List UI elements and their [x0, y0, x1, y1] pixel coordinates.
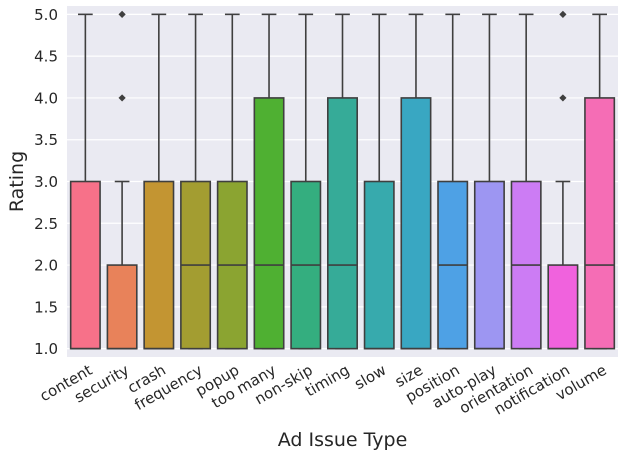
y-axis-label: Rating — [6, 151, 28, 212]
y-tick-labels: 1.0 1.5 2.0 2.5 3.0 3.5 4.0 4.5 5.0 — [34, 6, 58, 358]
x-axis-label: Ad Issue Type — [278, 429, 408, 451]
box-security — [106, 10, 138, 350]
box-frequency — [180, 13, 212, 350]
box-body — [584, 97, 616, 350]
box-popup — [216, 13, 248, 350]
y-tick-label: 4.0 — [34, 89, 58, 107]
y-tick-label: 3.5 — [34, 131, 58, 149]
box-body — [253, 97, 285, 350]
box-body — [327, 97, 358, 350]
box-size — [400, 13, 432, 350]
outlier-point — [559, 94, 567, 102]
box-content — [69, 13, 101, 350]
outlier-point — [559, 10, 567, 18]
box-body — [106, 264, 138, 350]
box-non-skip — [290, 13, 322, 350]
y-tick-label: 2.5 — [34, 215, 58, 233]
box-body — [547, 264, 579, 350]
box-body — [69, 180, 101, 350]
y-tick-label: 4.5 — [34, 48, 58, 66]
box-timing — [327, 13, 358, 350]
y-tick-label: 1.5 — [34, 298, 58, 316]
box-crash — [143, 13, 175, 350]
y-tick-label: 2.0 — [34, 257, 58, 275]
y-tick-label: 1.0 — [34, 340, 58, 358]
box-body — [143, 180, 175, 350]
box-body — [363, 180, 395, 350]
box-auto-play — [473, 13, 505, 350]
box-position — [437, 13, 469, 350]
box-slow — [363, 13, 395, 350]
box-volume — [584, 13, 616, 350]
y-tick-label: 5.0 — [34, 6, 58, 24]
outlier-point — [118, 10, 126, 18]
box-too-many — [253, 13, 285, 350]
y-tick-label: 3.0 — [34, 173, 58, 191]
x-tick-label: slow — [351, 361, 389, 393]
box-orientation — [510, 13, 542, 350]
boxes-layer — [69, 10, 616, 350]
outlier-point — [118, 94, 126, 102]
box-notification — [547, 10, 579, 350]
box-body — [400, 97, 432, 350]
box-body — [473, 180, 505, 350]
